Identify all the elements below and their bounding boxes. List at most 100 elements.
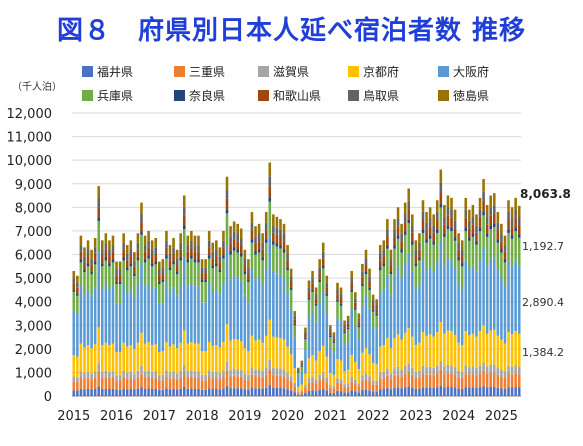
bar-segment [101, 266, 104, 290]
bar-segment [378, 292, 382, 347]
bar-segment [403, 332, 407, 367]
bar-segment [101, 256, 104, 264]
bar-segment [364, 264, 368, 272]
bar-segment [268, 359, 272, 370]
bar-segment [300, 394, 304, 396]
bar-segment [507, 211, 510, 221]
bar-segment [307, 382, 311, 391]
bar-segment [140, 214, 143, 223]
bar-segment [207, 240, 211, 248]
bar-segment [300, 390, 304, 392]
bar-segment [354, 324, 357, 363]
bar-segment [478, 197, 482, 210]
bar-segment [282, 233, 286, 242]
bar-segment [122, 260, 125, 285]
bar-stack [200, 259, 204, 396]
legend-label: 徳島県 [453, 88, 489, 103]
bar-segment [247, 273, 250, 280]
bar-segment [475, 387, 478, 396]
bar-segment [211, 258, 215, 266]
bar-segment [193, 259, 197, 263]
bar-segment [289, 354, 293, 377]
bar-segment [115, 275, 118, 282]
bar-segment [489, 225, 492, 230]
bar-segment [108, 263, 111, 267]
y-tick-label: 4,000 [15, 296, 52, 311]
bar-segment [186, 343, 190, 372]
bar-stack [182, 195, 186, 396]
bar-segment [314, 303, 318, 306]
bar-segment [257, 339, 261, 370]
bar-segment [478, 365, 482, 374]
bar-segment [296, 376, 300, 387]
bar-segment [503, 245, 507, 252]
bar-segment [218, 256, 222, 263]
bar-segment [182, 372, 186, 387]
bar-segment [279, 236, 282, 246]
bars [72, 162, 521, 396]
bar-segment [425, 242, 428, 270]
bar-segment [150, 388, 154, 396]
bar-segment [346, 323, 350, 328]
bar-stack [343, 320, 346, 396]
y-tick-label: 0 [44, 390, 52, 405]
bar-segment [272, 244, 275, 272]
bar-segment [239, 341, 243, 371]
x-tick-label: 2025 [485, 409, 518, 424]
bar-segment [439, 369, 443, 386]
bar-stack [311, 271, 314, 396]
bar-segment [371, 326, 375, 363]
chart-title: 図８ 府県別日本人延べ宿泊者数 推移 [56, 16, 527, 46]
bar-segment [147, 258, 150, 283]
bar-segment [232, 239, 236, 248]
bar-segment [168, 270, 172, 293]
bar-segment [101, 263, 104, 267]
bar-stack [514, 197, 517, 396]
bar-segment [407, 223, 411, 254]
bar-segment [86, 345, 90, 372]
bar-segment [354, 391, 357, 396]
bar-segment [464, 387, 468, 396]
bar-segment [147, 370, 150, 378]
bar-segment [314, 305, 318, 322]
bar-segment [414, 240, 418, 250]
bar-segment [471, 233, 475, 237]
bar-segment [453, 268, 457, 336]
bar-segment [439, 385, 443, 396]
bar-segment [453, 209, 457, 221]
bar-segment [190, 377, 193, 389]
legend-item: 奈良県 [174, 88, 225, 103]
legend-item: 滋賀県 [258, 65, 309, 79]
bar-stack [296, 367, 300, 396]
bar-segment [118, 389, 122, 396]
bar-segment [272, 375, 275, 388]
bar-segment [101, 371, 104, 379]
bar-segment [314, 360, 318, 380]
bar-stack [125, 245, 129, 396]
bar-stack [232, 221, 236, 396]
bar-segment [172, 344, 175, 372]
bar-segment [357, 313, 361, 319]
bar-segment [257, 388, 261, 396]
bar-segment [325, 390, 329, 396]
bar-segment [286, 292, 289, 347]
bar-segment [382, 289, 386, 346]
bar-segment [443, 216, 446, 225]
bar-segment [507, 387, 510, 396]
bar-segment [154, 388, 158, 396]
bar-segment [129, 345, 133, 372]
bar-segment [414, 289, 418, 346]
bar-segment [222, 258, 225, 283]
bar-segment [357, 321, 361, 326]
bar-segment [332, 393, 336, 396]
bar-segment [393, 229, 396, 237]
bar-segment [140, 234, 143, 264]
bar-segment [339, 287, 343, 294]
bar-segment [300, 362, 304, 365]
bar-segment [346, 369, 350, 384]
bar-segment [450, 227, 453, 231]
bar-segment [286, 378, 289, 390]
y-tick-label: 11,000 [7, 131, 53, 146]
bar-segment [468, 374, 471, 388]
